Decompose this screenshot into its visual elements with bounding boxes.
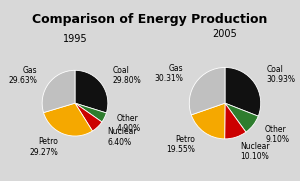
Text: Petro
19.55%: Petro 19.55% <box>167 135 195 154</box>
Wedge shape <box>225 103 246 139</box>
Wedge shape <box>44 103 92 136</box>
Text: Gas
30.31%: Gas 30.31% <box>155 64 184 83</box>
Text: Coal
30.93%: Coal 30.93% <box>267 65 296 84</box>
Title: 1995: 1995 <box>63 33 87 43</box>
Text: Nuclear
10.10%: Nuclear 10.10% <box>240 142 270 161</box>
Text: Comparison of Energy Production: Comparison of Energy Production <box>32 13 268 26</box>
Wedge shape <box>75 103 102 131</box>
Text: Gas
29.63%: Gas 29.63% <box>9 66 38 85</box>
Wedge shape <box>225 103 258 132</box>
Wedge shape <box>225 68 261 116</box>
Wedge shape <box>75 103 106 122</box>
Wedge shape <box>191 103 225 139</box>
Text: Coal
29.80%: Coal 29.80% <box>112 66 141 85</box>
Text: Nuclear
6.40%: Nuclear 6.40% <box>107 127 137 147</box>
Text: Other
4.90%: Other 4.90% <box>117 114 141 133</box>
Wedge shape <box>75 70 108 113</box>
Text: Other
9.10%: Other 9.10% <box>265 125 289 144</box>
Title: 2005: 2005 <box>213 28 237 39</box>
Wedge shape <box>42 70 75 113</box>
Wedge shape <box>189 68 225 115</box>
Text: Petro
29.27%: Petro 29.27% <box>30 137 58 157</box>
